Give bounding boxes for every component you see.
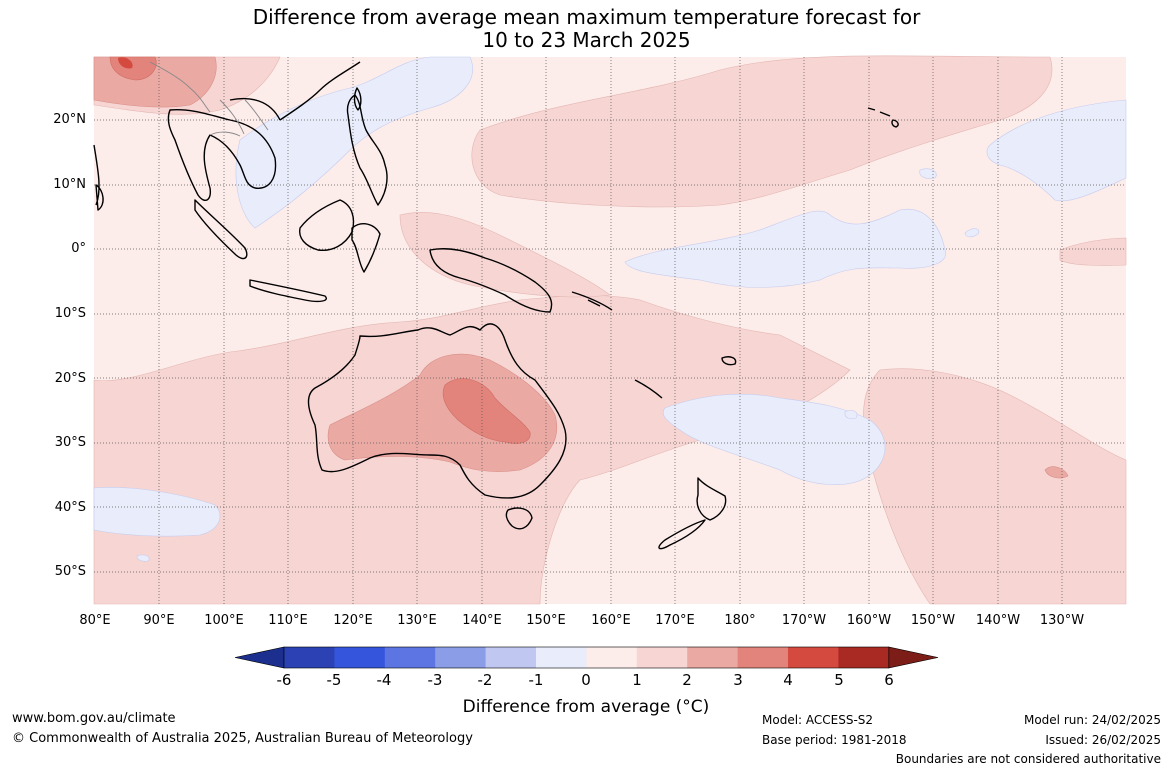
coastline-taiwan [353,87,362,111]
lon-label-140e: 140°E [462,613,502,628]
colorbar-segment [586,647,638,668]
footer-disclaimer: Boundaries are not considered authoritat… [895,752,1161,766]
coastline-solomons [571,291,613,311]
colorbar-tick: 2 [682,671,692,689]
colorbar-segment [334,647,386,668]
colorbar-extend-low [234,646,285,669]
lon-label-110e: 110°E [268,613,308,628]
coastlines [93,61,899,550]
coastline-nz-north [696,477,727,521]
lat-label-10n: 10°N [53,177,86,192]
coastline-nz-south [658,519,706,550]
lat-label-20n: 20°N [53,112,86,127]
colorbar-tick: 3 [733,671,743,689]
colorbar-tick: 1 [632,671,642,689]
colorbar-segment [485,647,537,668]
coastline-sumatra [194,199,248,260]
lat-label-40s: 40°S [54,500,86,515]
colorbar-tick: 0 [581,671,591,689]
colorbar-segment [536,647,587,668]
colorbar-segment [737,647,789,668]
coastline-hawaii [867,107,899,128]
lon-label-120e: 120°E [333,613,373,628]
map-title-line2: 10 to 23 March 2025 [482,28,691,52]
colorbar-segment [636,647,688,668]
lat-label-30s: 30°S [54,435,86,450]
map-title-line1: Difference from average mean maximum tem… [252,5,921,29]
colorbar-segment [838,647,890,668]
colorbar-tick: -4 [376,671,392,689]
coastline-philippines [346,94,388,206]
colorbar-segment [788,647,839,668]
colorbar-tick: -5 [326,671,342,689]
colorbar-outline [283,646,890,669]
colorbar-title: Difference from average (°C) [462,697,710,717]
footer-url: www.bom.gov.au/climate [12,711,176,726]
footer-copyright: © Commonwealth of Australia 2025, Austra… [12,731,473,746]
lon-label-170w: 170°W [781,613,827,628]
footer-base-period: Base period: 1981-2018 [762,733,907,747]
coastline-indochina [167,108,277,202]
lon-label-130w: 130°W [1039,613,1085,628]
colorbar-extend-high [888,646,939,669]
anomaly-minus1-to-0-regions [93,56,1127,562]
lat-label-50s: 50°S [54,564,86,579]
colorbar-segment [284,647,335,668]
footer-issued: Issued: 26/02/2025 [1045,733,1161,747]
lon-label-80e: 80°E [79,613,111,628]
footer-model-run: Model run: 24/02/2025 [1023,713,1161,727]
lon-label-180: 180° [724,613,756,628]
lon-label-150w: 150°W [910,613,956,628]
lon-label-160e: 160°E [591,613,631,628]
lon-label-150e: 150°E [526,613,566,628]
coastline-sulawesi [351,223,381,273]
footer-model: Model: ACCESS-S2 [762,713,874,727]
coastline-tasmania [505,507,533,530]
coastline-new-guinea [429,248,553,313]
colorbar-tick: -2 [477,671,493,689]
lon-label-140w: 140°W [975,613,1021,628]
coastline-australia [307,323,567,499]
lon-label-160w: 160°W [846,613,892,628]
map-panel [93,55,1127,605]
lon-label-170e: 170°E [655,613,695,628]
coastline-fiji [721,356,737,366]
coastline-java [249,279,327,303]
colorbar-tick: -1 [528,671,544,689]
coastline-india-ceylon [93,144,104,211]
colorbar-tick: 5 [834,671,844,689]
lat-label-20s: 20°S [54,371,86,386]
lon-label-100e: 100°E [204,613,244,628]
colorbar-tick: -6 [276,671,292,689]
lon-label-90e: 90°E [143,613,175,628]
colorbar-tick: -3 [427,671,443,689]
lat-label-10s: 10°S [54,306,86,321]
coastline-new-caledonia [634,379,663,399]
colorbar [234,646,939,669]
colorbar-tick: 4 [783,671,793,689]
coastline-china-coast [229,61,361,121]
colorbar-segment [687,647,739,668]
country-borders [149,61,269,137]
colorbar-segment [384,647,436,668]
lon-label-130e: 130°E [397,613,437,628]
anomaly-4-to-5-regions [118,57,133,69]
colorbar-tick: 6 [884,671,894,689]
lat-label-0: 0° [71,241,86,256]
colorbar-segment [435,647,487,668]
